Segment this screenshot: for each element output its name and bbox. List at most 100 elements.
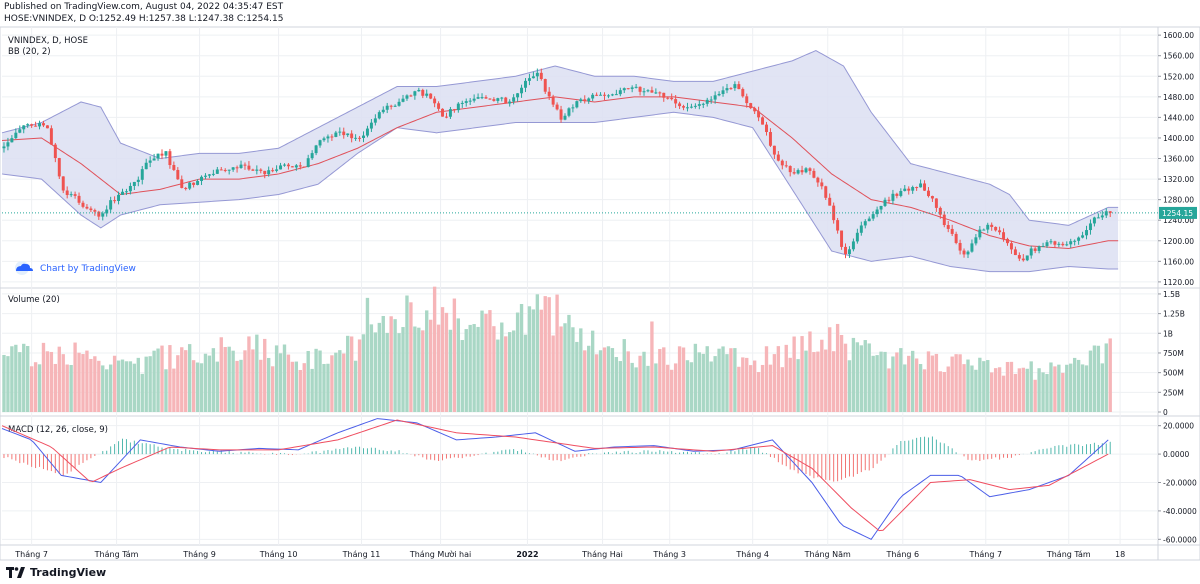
candle-body (409, 95, 413, 97)
candle-body (314, 145, 318, 154)
candle-body (460, 102, 464, 104)
candle-body (326, 136, 330, 139)
candle-body (535, 72, 539, 77)
volume-bar (835, 323, 840, 412)
price-tick-label: 1240.00 (1163, 216, 1194, 225)
candle-body (247, 165, 251, 170)
footer-logo[interactable]: TradingView (6, 564, 106, 580)
candle-body (468, 100, 472, 102)
price-tick-label: 1280.00 (1163, 196, 1194, 205)
volume-bar (1104, 343, 1108, 412)
macd-tick-label: -40.0000 (1163, 507, 1197, 516)
time-axis-label: Tháng 3 (652, 550, 686, 559)
volume-bar (93, 356, 97, 412)
volume-bar (160, 345, 164, 412)
candle-body (132, 181, 136, 186)
candle-body (579, 99, 583, 102)
volume-bar (705, 346, 709, 412)
volume-bar (1065, 364, 1069, 412)
macd-tick-label: -60.0000 (1163, 535, 1197, 544)
candle-body (1057, 243, 1061, 245)
candle-body (30, 124, 34, 126)
volume-bar (677, 346, 682, 412)
volume-bar (259, 359, 263, 412)
volume-bar (745, 357, 749, 412)
candle-body (121, 191, 124, 195)
candle-body (207, 174, 211, 176)
candle-body (492, 99, 496, 101)
volume-bar (2, 354, 6, 412)
volume-bar (373, 332, 378, 412)
time-axis-label: Tháng 9 (182, 550, 216, 559)
volume-bar (53, 363, 58, 412)
volume-bar (760, 364, 765, 412)
volume-bar (934, 353, 939, 412)
volume-bar (14, 344, 18, 412)
volume-bar (669, 369, 674, 412)
volume-bar (381, 315, 385, 412)
volume-bar (267, 357, 271, 412)
candle-body (85, 206, 89, 209)
volume-bar (61, 354, 65, 412)
macd-tick-label: 0.0000 (1163, 450, 1189, 459)
candle-body (792, 172, 796, 174)
candle-body (599, 94, 603, 96)
bb-upper-line (1, 50, 1119, 226)
volume-bar (1013, 373, 1018, 412)
candle-body (184, 187, 188, 189)
macd-tick-label: 20.0000 (1163, 422, 1194, 431)
volume-bar (658, 348, 662, 412)
volume-bar (29, 366, 34, 412)
volume-bar (614, 357, 619, 412)
volume-bar (1080, 364, 1085, 412)
candle-body (804, 168, 808, 173)
candle-body (200, 176, 204, 181)
candle-body (547, 91, 551, 97)
candle-body (1053, 241, 1057, 245)
volume-bar (112, 355, 117, 412)
volume-bar (472, 324, 476, 412)
time-axis-label: Tháng Năm (804, 550, 851, 559)
candle-body (859, 225, 863, 233)
candle-body (456, 103, 460, 111)
candle-body (267, 170, 271, 175)
volume-bar (982, 361, 986, 412)
price-tick-label: 1160.00 (1163, 257, 1194, 266)
volume-bar (89, 358, 93, 412)
candle-body (152, 158, 156, 161)
volume-bar (65, 364, 69, 412)
candle-body (958, 242, 962, 251)
time-axis-label: Tháng 11 (342, 550, 381, 559)
candle-body (81, 202, 85, 207)
candle-body (176, 169, 180, 180)
candle-body (413, 91, 417, 96)
candle-body (358, 137, 362, 139)
volume-bar (776, 346, 781, 412)
time-axis-label: Tháng Tám (94, 550, 139, 559)
volume-bar (164, 369, 168, 412)
candle-body (603, 94, 606, 96)
volume-bar (824, 349, 828, 412)
volume-bar (413, 326, 417, 412)
candle-body (322, 138, 326, 141)
candle-body (662, 92, 666, 98)
candle-body (393, 105, 397, 107)
candle-body (172, 165, 176, 170)
candle-body (421, 89, 425, 96)
candle-body (1061, 243, 1065, 246)
volume-bar (816, 351, 820, 412)
volume-bar (650, 321, 654, 412)
volume-bar (116, 360, 121, 412)
candle-body (203, 175, 207, 177)
candle-body (642, 91, 646, 93)
volume-bar (634, 367, 638, 412)
volume-bars (2, 286, 1112, 412)
candle-body (500, 97, 504, 99)
candle-body (796, 170, 800, 174)
candle-body (488, 98, 492, 100)
candle-body (622, 88, 626, 91)
volume-bar (176, 355, 180, 412)
candle-body (705, 99, 709, 104)
volume-bar (148, 356, 152, 412)
